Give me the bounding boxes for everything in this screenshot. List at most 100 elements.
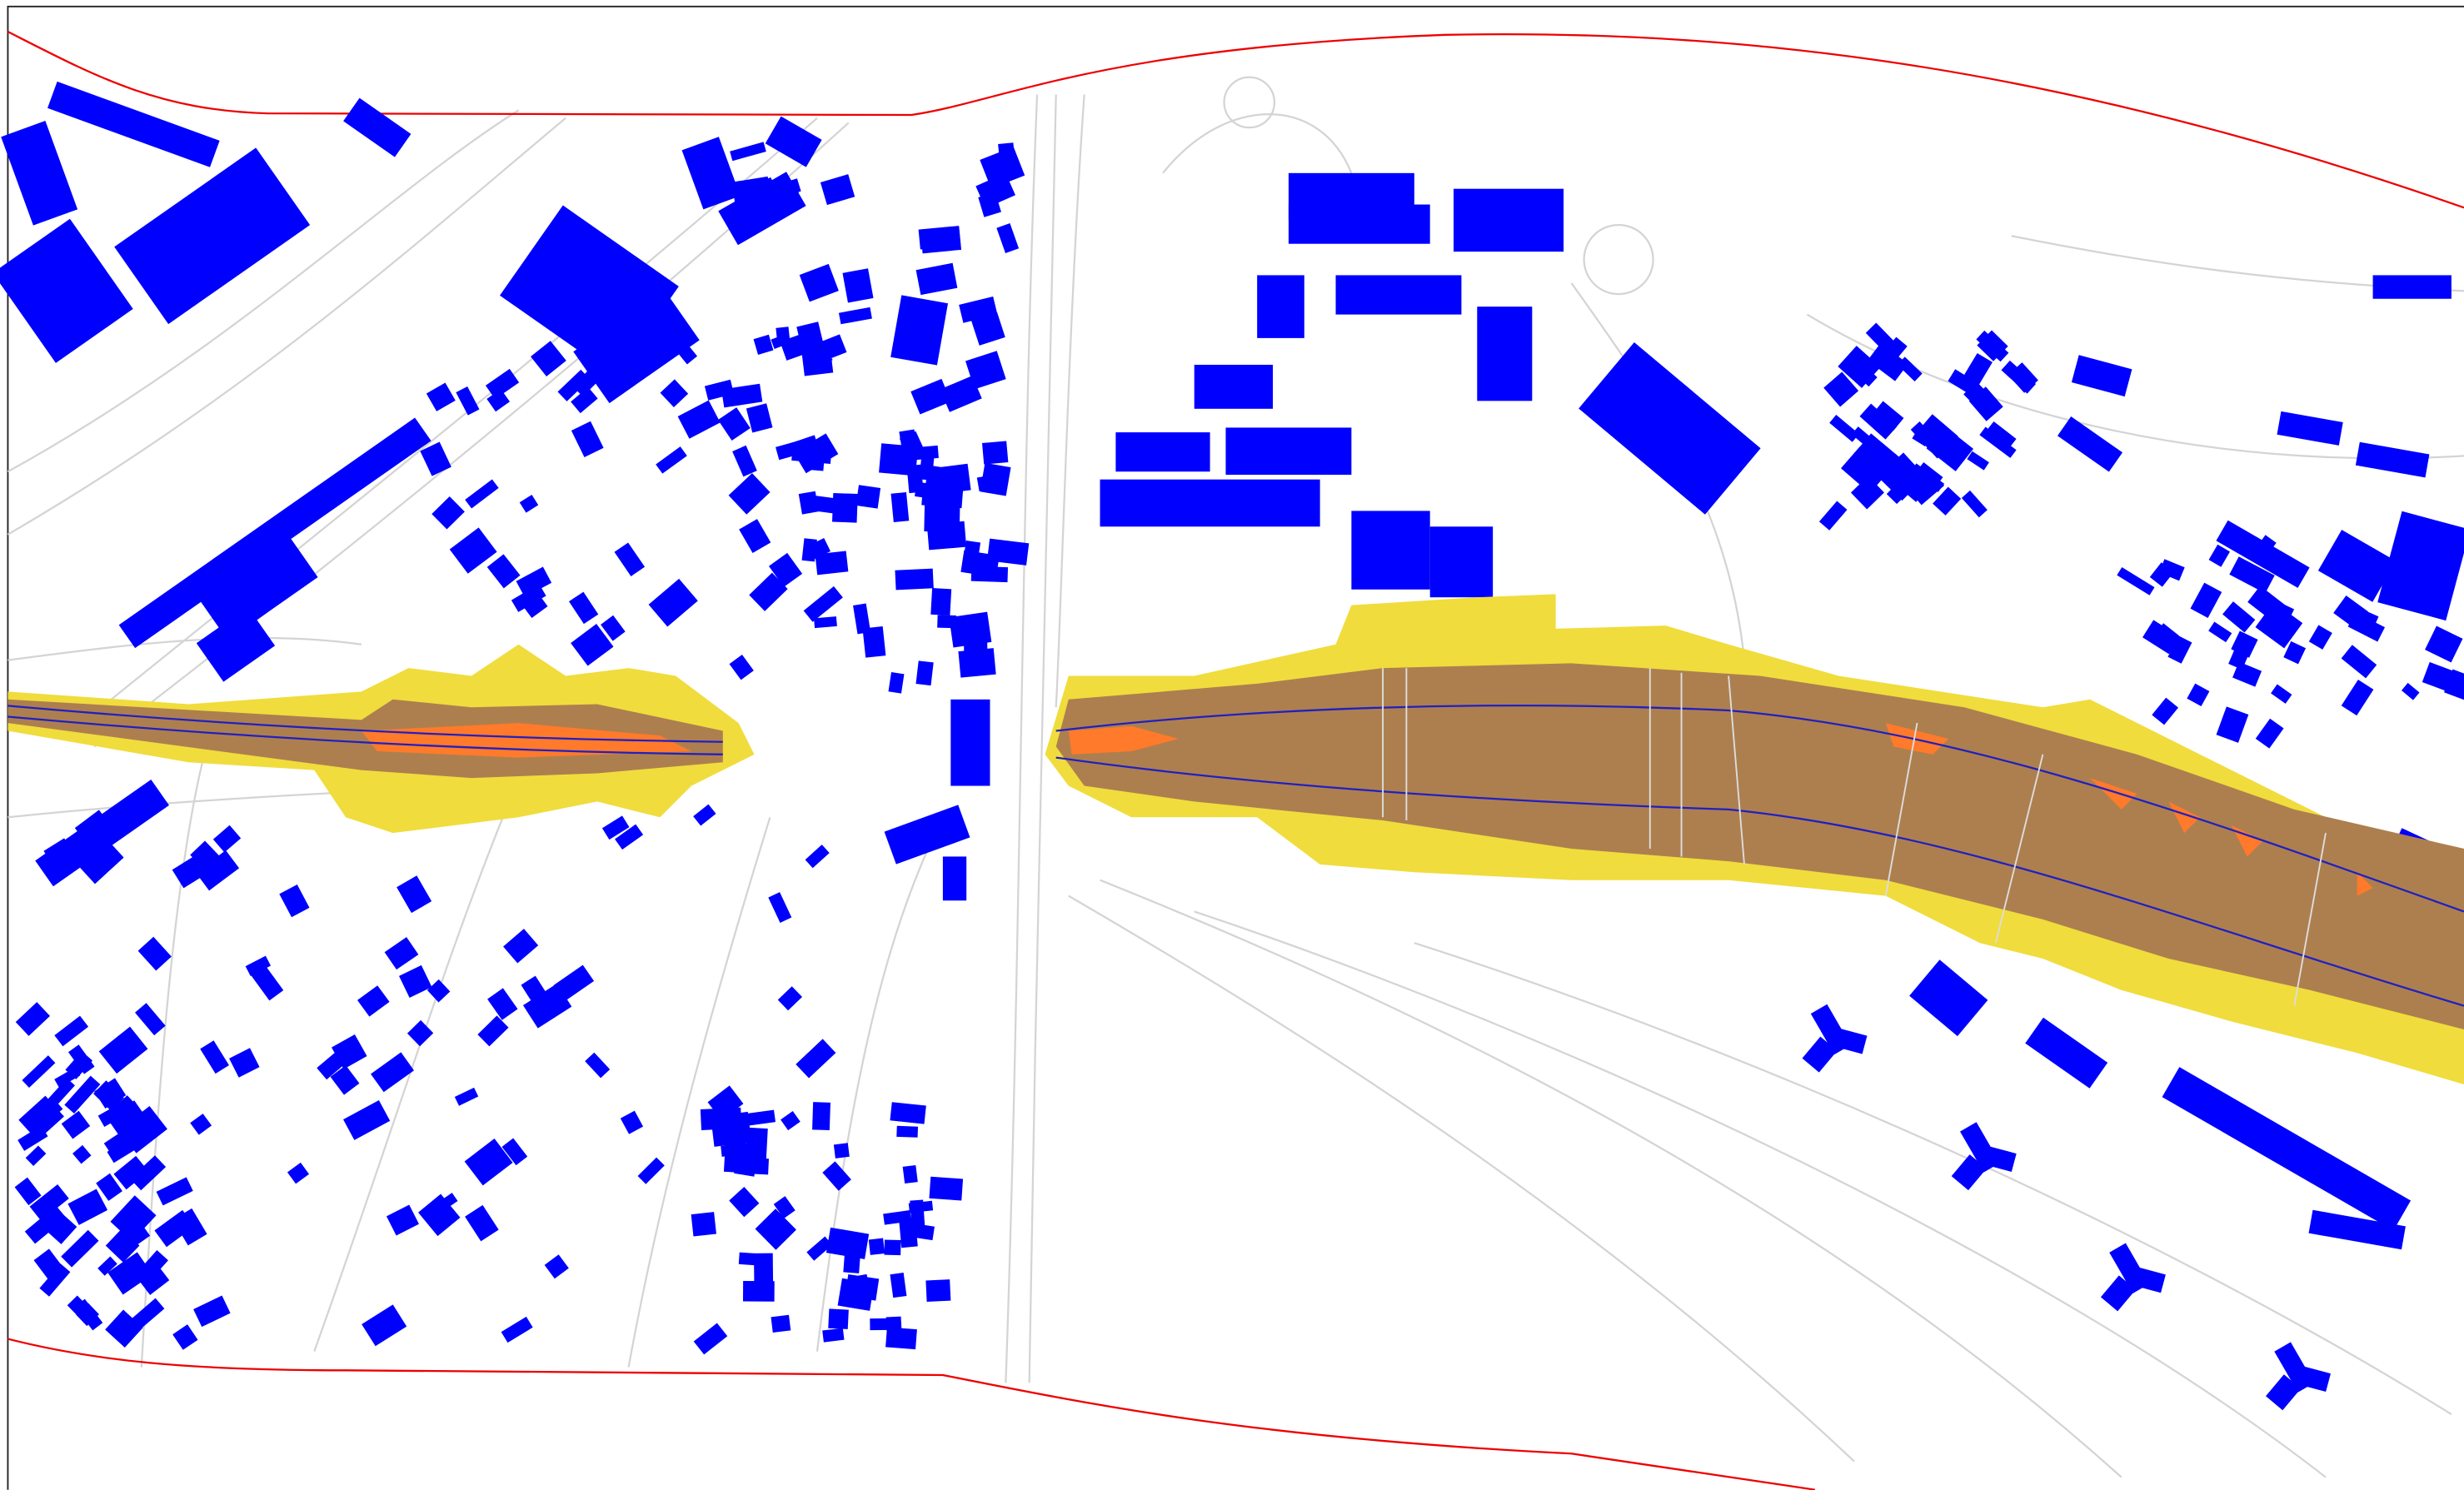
building bbox=[980, 147, 1025, 189]
building bbox=[729, 655, 754, 680]
building bbox=[2229, 556, 2275, 594]
building bbox=[229, 1048, 260, 1078]
building bbox=[1977, 330, 2008, 361]
building bbox=[279, 884, 310, 918]
building bbox=[1257, 275, 1304, 338]
building bbox=[885, 1316, 903, 1344]
building bbox=[822, 1328, 845, 1343]
building bbox=[925, 1279, 951, 1302]
building bbox=[884, 1239, 901, 1256]
building bbox=[711, 1111, 752, 1147]
building bbox=[135, 1003, 166, 1036]
building bbox=[1917, 414, 1958, 455]
building bbox=[418, 1193, 461, 1237]
building bbox=[821, 334, 847, 360]
building bbox=[734, 1144, 760, 1177]
building bbox=[245, 955, 272, 977]
building bbox=[516, 566, 552, 598]
building bbox=[571, 421, 604, 458]
building bbox=[971, 311, 1005, 346]
building bbox=[137, 936, 172, 971]
roundabout bbox=[1583, 223, 1654, 296]
building bbox=[896, 1125, 919, 1138]
building bbox=[24, 1205, 67, 1244]
building bbox=[1429, 526, 1494, 598]
building bbox=[1477, 306, 1533, 401]
building bbox=[2341, 645, 2377, 679]
building bbox=[1818, 501, 1848, 531]
building bbox=[2277, 411, 2343, 446]
building bbox=[42, 850, 67, 875]
zone-orange bbox=[1068, 725, 1179, 755]
building bbox=[1115, 432, 1210, 472]
building bbox=[614, 542, 646, 576]
tunnel-section bbox=[1382, 668, 2327, 1006]
building bbox=[677, 400, 721, 439]
building bbox=[2152, 697, 2179, 725]
building bbox=[15, 1002, 51, 1036]
building bbox=[531, 341, 566, 376]
building bbox=[384, 937, 419, 970]
building bbox=[503, 929, 539, 964]
street bbox=[1005, 94, 1039, 1383]
building bbox=[648, 578, 698, 627]
building bbox=[749, 572, 788, 611]
street bbox=[7, 117, 566, 536]
building bbox=[781, 1110, 801, 1131]
building bbox=[765, 116, 822, 167]
building bbox=[806, 443, 826, 471]
building bbox=[17, 1125, 48, 1151]
building bbox=[449, 527, 497, 574]
building bbox=[895, 568, 934, 591]
building bbox=[890, 491, 910, 522]
building bbox=[812, 1102, 830, 1131]
building bbox=[501, 1316, 533, 1343]
building bbox=[2208, 544, 2231, 567]
building bbox=[1850, 476, 1884, 510]
building bbox=[74, 835, 124, 885]
building bbox=[407, 1019, 434, 1047]
building bbox=[768, 892, 792, 923]
building bbox=[371, 1052, 415, 1093]
building bbox=[196, 606, 276, 682]
building bbox=[742, 1281, 775, 1302]
building bbox=[814, 496, 843, 515]
building bbox=[1867, 342, 1908, 381]
building bbox=[902, 1164, 918, 1184]
building bbox=[601, 815, 630, 840]
building bbox=[557, 369, 591, 401]
building bbox=[825, 1227, 870, 1259]
building bbox=[883, 1210, 912, 1225]
building bbox=[970, 566, 1009, 583]
building bbox=[64, 1075, 101, 1114]
building bbox=[2402, 581, 2434, 612]
building bbox=[2283, 640, 2307, 665]
building bbox=[420, 441, 451, 476]
building bbox=[620, 1110, 644, 1134]
building bbox=[113, 1155, 149, 1190]
building bbox=[691, 1212, 716, 1237]
building bbox=[2255, 718, 2284, 749]
buildings bbox=[0, 81, 2464, 1411]
building bbox=[838, 306, 872, 325]
building bbox=[843, 1254, 860, 1273]
street bbox=[1100, 879, 2122, 1478]
building bbox=[1961, 490, 1988, 518]
building bbox=[357, 985, 390, 1017]
building bbox=[798, 491, 819, 515]
building bbox=[67, 1189, 108, 1225]
building bbox=[511, 584, 546, 612]
building bbox=[771, 1314, 791, 1333]
building bbox=[862, 626, 886, 658]
building bbox=[982, 441, 1009, 465]
street bbox=[1068, 894, 1855, 1463]
building bbox=[212, 825, 242, 853]
building bbox=[98, 1026, 148, 1074]
building bbox=[47, 81, 220, 167]
building bbox=[660, 379, 689, 408]
building bbox=[1859, 403, 1898, 440]
building bbox=[678, 346, 698, 365]
building bbox=[426, 979, 451, 1003]
zone-orange bbox=[1885, 723, 2373, 896]
